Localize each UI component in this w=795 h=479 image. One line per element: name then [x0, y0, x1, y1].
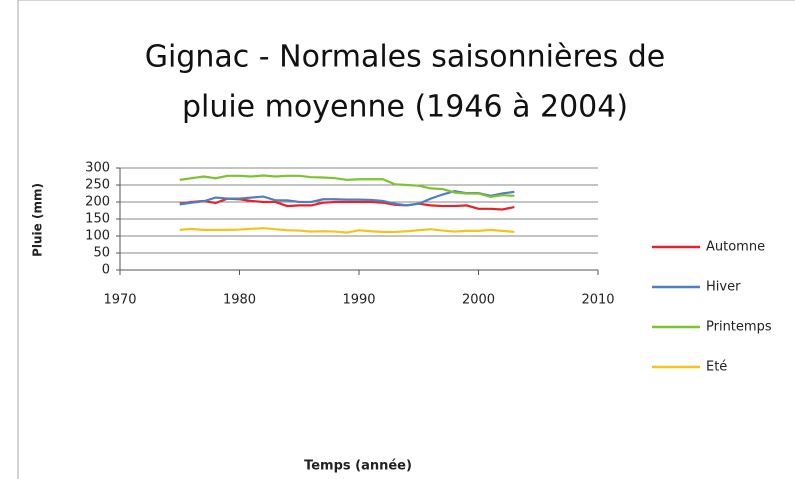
- x-tick-label: 2010: [581, 293, 614, 308]
- chart-frame: [17, 0, 795, 479]
- line-series: [179, 174, 515, 199]
- legend-label: Hiver: [706, 280, 741, 295]
- y-tick-label: 150: [85, 212, 110, 227]
- y-axis-label: Pluie (mm): [31, 183, 45, 257]
- chart-title: Gignac - Normales saisonnières de: [145, 40, 666, 75]
- legend-label: Eté: [706, 360, 727, 375]
- y-tick-label: 100: [85, 229, 110, 244]
- x-tick-label: 1970: [103, 293, 136, 308]
- y-tick-label: 200: [85, 195, 110, 210]
- x-tick-label: 2000: [462, 293, 495, 308]
- legend-label: Printemps: [706, 320, 772, 335]
- y-tick-label: 0: [102, 263, 110, 278]
- x-tick-label: 1980: [223, 293, 256, 308]
- x-tick-label: 1990: [342, 293, 375, 308]
- legend-label: Automne: [706, 240, 765, 255]
- line-series: [179, 227, 515, 234]
- y-tick-label: 50: [93, 246, 110, 261]
- chart-title: pluie moyenne (1946 à 2004): [182, 90, 628, 125]
- y-tick-label: 300: [85, 161, 110, 176]
- x-axis-label: Temps (année): [304, 459, 412, 474]
- y-tick-label: 250: [85, 178, 110, 193]
